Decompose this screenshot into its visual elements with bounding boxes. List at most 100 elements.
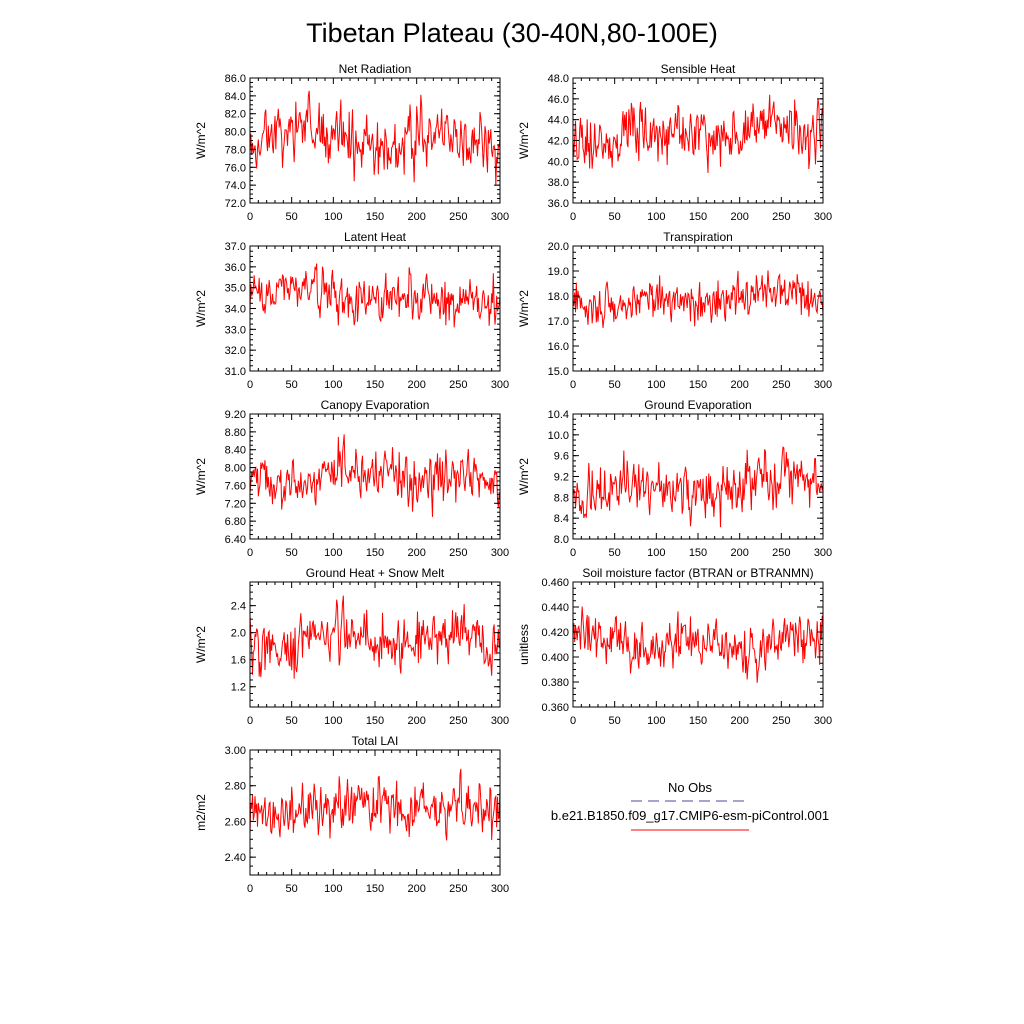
x-tick-label: 50: [609, 547, 621, 559]
y-tick-label: 8.80: [225, 427, 246, 439]
x-tick-label: 0: [247, 211, 253, 223]
x-tick-label: 250: [449, 715, 467, 727]
y-tick-label: 3.00: [225, 745, 246, 757]
y-axis-label: W/m^2: [194, 290, 208, 327]
y-tick-label: 20.0: [548, 241, 569, 253]
y-tick-label: 2.4: [231, 601, 246, 613]
x-tick-label: 150: [689, 547, 707, 559]
panel-transpiration: Transpiration 0 50 100 150 200 250 300 15.0 16.0 1…: [517, 230, 832, 391]
y-tick-label: 18.0: [548, 291, 569, 303]
y-axis-label: W/m^2: [517, 458, 531, 495]
series-line-0: [573, 446, 823, 528]
panel-title: Net Radiation: [339, 62, 412, 76]
x-tick-label: 100: [647, 379, 665, 391]
x-tick-label: 150: [689, 379, 707, 391]
y-tick-label: 38.0: [548, 177, 569, 189]
y-tick-label: 42.0: [548, 136, 569, 148]
panel-latent-heat: Latent Heat 0 50 100 150 200 250 300 31.0 32.0 33.…: [194, 230, 509, 391]
panel-title: Transpiration: [663, 230, 733, 244]
panel-title: Canopy Evaporation: [321, 398, 430, 412]
x-tick-label: 100: [647, 211, 665, 223]
y-tick-label: 10.0: [548, 430, 569, 442]
x-tick-label: 300: [491, 379, 509, 391]
x-tick-label: 100: [324, 547, 342, 559]
x-tick-label: 300: [491, 883, 509, 895]
x-tick-label: 150: [366, 883, 384, 895]
panel-title: Ground Evaporation: [644, 398, 751, 412]
y-tick-label: 8.0: [554, 534, 569, 546]
x-tick-label: 50: [286, 883, 298, 895]
y-tick-label: 1.2: [231, 682, 246, 694]
x-tick-label: 250: [772, 547, 790, 559]
y-tick-label: 74.0: [225, 180, 246, 192]
series-line-0: [573, 270, 823, 328]
x-tick-label: 50: [609, 211, 621, 223]
y-tick-label: 6.80: [225, 516, 246, 528]
y-tick-label: 76.0: [225, 162, 246, 174]
panel-title: Ground Heat + Snow Melt: [306, 566, 445, 580]
panel-grid: Net Radiation 0 50 100 150 200 250 300 72.0 74.0 7…: [194, 62, 832, 895]
x-tick-label: 0: [247, 379, 253, 391]
panel-title: Latent Heat: [344, 230, 407, 244]
series-line-0: [250, 595, 500, 679]
y-tick-label: 46.0: [548, 94, 569, 106]
x-tick-label: 0: [570, 715, 576, 727]
y-tick-label: 2.40: [225, 852, 246, 864]
panel-title: Sensible Heat: [661, 62, 736, 76]
y-axis-label: W/m^2: [194, 458, 208, 495]
x-tick-label: 250: [772, 379, 790, 391]
y-axis-label: W/m^2: [194, 122, 208, 159]
x-tick-label: 100: [324, 379, 342, 391]
x-tick-label: 300: [814, 379, 832, 391]
x-tick-label: 100: [647, 547, 665, 559]
x-tick-label: 200: [730, 715, 748, 727]
x-tick-label: 250: [772, 211, 790, 223]
plot-frame: [572, 581, 824, 708]
legend-model-label: b.e21.B1850.f09_g17.CMIP6-esm-piControl.…: [551, 808, 829, 823]
x-tick-label: 100: [324, 883, 342, 895]
y-tick-label: 44.0: [548, 115, 569, 127]
y-tick-label: 31.0: [225, 366, 246, 378]
series-line-0: [250, 263, 500, 328]
y-tick-label: 2.80: [225, 781, 246, 793]
panel-ground-heat-snow-melt: Ground Heat + Snow Melt 0 50 100 150 200 250 30…: [194, 566, 509, 727]
plot-frame: [249, 245, 501, 372]
y-tick-label: 84.0: [225, 91, 246, 103]
y-tick-label: 36.0: [548, 198, 569, 210]
y-tick-label: 78.0: [225, 144, 246, 156]
y-tick-label: 9.20: [225, 409, 246, 421]
x-tick-label: 200: [407, 379, 425, 391]
series-line-0: [250, 90, 500, 186]
x-tick-label: 0: [570, 211, 576, 223]
x-tick-label: 100: [647, 715, 665, 727]
x-tick-label: 0: [570, 379, 576, 391]
x-tick-label: 250: [772, 715, 790, 727]
y-tick-label: 0.440: [541, 602, 569, 614]
x-tick-label: 50: [609, 715, 621, 727]
y-tick-label: 86.0: [225, 73, 246, 85]
x-tick-label: 150: [689, 715, 707, 727]
series-line-0: [250, 768, 500, 841]
legend: No Obs b.e21.B1850.f09_g17.CMIP6-esm-piC…: [551, 780, 829, 831]
y-tick-label: 7.20: [225, 498, 246, 510]
y-tick-label: 48.0: [548, 73, 569, 85]
y-tick-label: 19.0: [548, 266, 569, 278]
y-tick-label: 10.4: [548, 409, 569, 421]
y-tick-label: 32.0: [225, 345, 246, 357]
y-tick-label: 36.0: [225, 262, 246, 274]
y-tick-label: 8.00: [225, 463, 246, 475]
y-axis-label: W/m^2: [517, 290, 531, 327]
x-tick-label: 150: [689, 211, 707, 223]
x-tick-label: 250: [449, 211, 467, 223]
x-tick-label: 100: [324, 211, 342, 223]
plot-frame: [572, 77, 824, 204]
x-tick-label: 100: [324, 715, 342, 727]
x-tick-label: 50: [286, 379, 298, 391]
x-tick-label: 200: [730, 379, 748, 391]
x-tick-label: 300: [491, 547, 509, 559]
y-tick-label: 40.0: [548, 156, 569, 168]
panel-title: Total LAI: [352, 734, 399, 748]
y-axis-label: W/m^2: [194, 626, 208, 663]
y-axis-label: W/m^2: [517, 122, 531, 159]
x-tick-label: 200: [407, 883, 425, 895]
